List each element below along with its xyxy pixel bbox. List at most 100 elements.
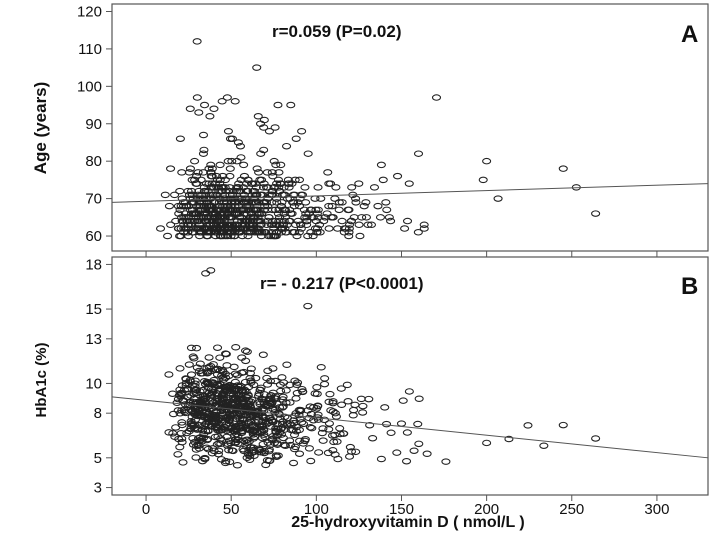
panel-b-point: [404, 388, 414, 395]
panel-b-point: [246, 418, 256, 426]
panel-a-point: [273, 101, 283, 109]
panel-a-point: [174, 210, 184, 217]
panel-a-point: [259, 146, 269, 154]
panel-a-point: [300, 184, 310, 191]
panel-a-point: [192, 94, 202, 101]
panel-b-annotation: r= - 0.217 (P<0.0001): [260, 274, 424, 293]
panel-a-point: [232, 221, 242, 229]
panel-b-point: [300, 436, 310, 443]
panel-a-point: [324, 202, 334, 210]
panel-a-annotation: r=0.059 (P=0.02): [272, 22, 401, 41]
panel-a-point: [351, 195, 361, 202]
panel-b-point: [222, 420, 232, 428]
panel-a-point: [245, 225, 255, 232]
panel-b-point: [213, 344, 223, 351]
panel-b-point: [192, 344, 202, 352]
panel-a-point: [194, 109, 204, 116]
panel-a-point: [256, 221, 266, 229]
panel-b-x-tick-label: 100: [304, 501, 329, 518]
panel-b-point: [264, 446, 274, 453]
panel-b-point: [312, 383, 322, 391]
panel-a-point: [190, 210, 200, 217]
panel-b-point: [246, 365, 256, 372]
panel-b-point: [203, 410, 213, 417]
panel-a-point: [285, 195, 295, 202]
panel-b-point: [191, 389, 201, 397]
panel-a-point: [253, 217, 264, 225]
panel-a-point: [274, 169, 284, 176]
panel-b-point: [398, 397, 408, 404]
panel-a-point: [287, 180, 297, 187]
panel-a-point: [206, 172, 216, 180]
panel-b-point: [215, 414, 225, 422]
panel-a-point: [164, 202, 174, 210]
panel-a-point: [269, 184, 279, 191]
panel-a-point: [233, 139, 243, 146]
panel-a-point: [214, 187, 224, 195]
panel-b-point: [339, 430, 349, 437]
panel-a-point: [313, 184, 323, 191]
panel-b-point: [320, 380, 330, 388]
panel-b-point: [248, 429, 258, 436]
panel-a-point: [251, 184, 261, 191]
panel-a-point: [210, 180, 220, 187]
panel-b-point: [231, 344, 241, 351]
panel-a-point: [291, 135, 301, 142]
panel-a-point: [313, 214, 323, 221]
panel-a-point: [267, 169, 277, 176]
panel-a-point: [196, 214, 206, 221]
panel-a-point: [262, 169, 272, 176]
panel-a-point: [205, 113, 215, 120]
panel-b-point: [291, 395, 301, 402]
panel-a-point: [230, 98, 240, 105]
panel-a-point: [558, 165, 568, 172]
panel-a-point: [207, 180, 217, 187]
panel-b-point: [251, 374, 261, 382]
panel-b-x-tick-label: 200: [474, 501, 499, 518]
panel-a-point: [393, 172, 403, 180]
panel-a-point: [233, 184, 243, 191]
panel-b-point: [242, 406, 252, 413]
panel-b-x-tick-label: 300: [644, 501, 669, 518]
panel-a-point: [384, 214, 394, 221]
panel-b-point: [276, 387, 286, 395]
panel-b-point: [210, 414, 220, 422]
panel-b-point: [258, 351, 268, 359]
panel-b-point: [292, 381, 302, 389]
panel-a-point: [267, 206, 277, 214]
panel-b-point: [262, 374, 272, 382]
panel-b-point: [213, 433, 223, 440]
panel-a-point: [217, 98, 227, 105]
panel-a-point: [206, 169, 216, 176]
panel-b-point: [296, 406, 306, 414]
panel-b-point: [285, 399, 295, 406]
panel-b-point: [270, 377, 280, 385]
panel-b-point: [277, 424, 287, 432]
panel-a-point: [197, 191, 207, 199]
panel-b-point: [409, 447, 419, 454]
panel-b-point: [291, 427, 301, 435]
panel-b-point: [386, 429, 396, 437]
panel-b-y-tick-label: 3: [94, 480, 102, 497]
panel-a-point: [187, 210, 197, 217]
panel-b-point: [203, 380, 213, 387]
panel-a-point: [199, 146, 209, 154]
panel-a-point: [326, 180, 336, 187]
panel-a-point: [255, 229, 265, 236]
panel-b-point: [402, 429, 412, 436]
panel-b-point: [558, 421, 568, 429]
panel-a-point: [170, 191, 180, 199]
panel-a-point: [302, 217, 312, 225]
panel-a-point: [274, 187, 284, 195]
panel-b-point: [223, 383, 233, 390]
panel-a-point: [294, 176, 305, 184]
panel-a-point: [343, 206, 353, 214]
panel-b-point: [206, 267, 216, 274]
panel-a-point: [209, 105, 219, 113]
panel-a-point: [273, 176, 283, 184]
panel-a-point: [214, 199, 224, 206]
panel-a-point: [178, 202, 189, 210]
panel-b-point: [259, 427, 269, 434]
panel-a-point: [223, 157, 233, 165]
panel-a-point: [316, 195, 326, 202]
